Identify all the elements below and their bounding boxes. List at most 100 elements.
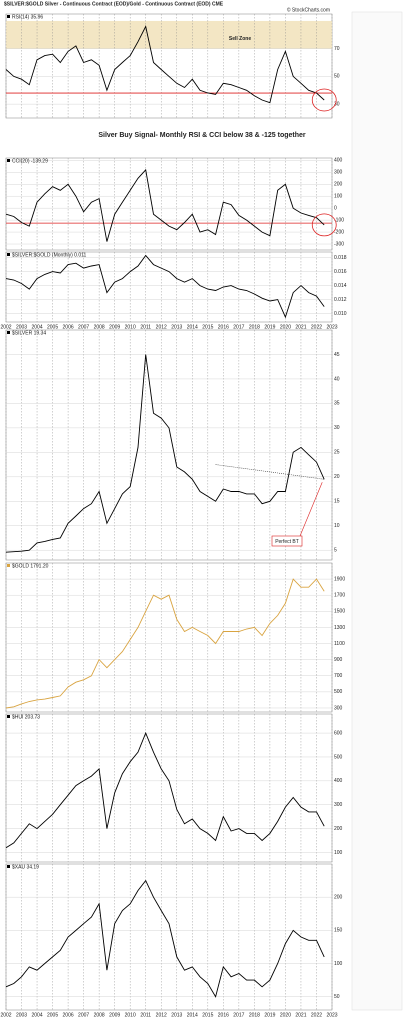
y-tick-label: 0 bbox=[334, 206, 337, 212]
y-tick-label: 900 bbox=[334, 657, 343, 663]
signal-text: Silver Buy Signal- Monthly RSI & CCI bel… bbox=[98, 132, 306, 139]
x-tick-label: 2003 bbox=[16, 324, 27, 330]
title-swatch bbox=[7, 15, 10, 18]
y-tick-label: 0.016 bbox=[334, 269, 347, 275]
y-tick-label: 200 bbox=[334, 895, 343, 901]
x-tick-label: 2006 bbox=[63, 324, 74, 330]
x-tick-label: 2012 bbox=[156, 324, 167, 330]
x-tick-label: 2010 bbox=[125, 1012, 136, 1018]
y-tick-label: 15 bbox=[334, 499, 340, 505]
x-tick-label: 2022 bbox=[311, 1012, 322, 1018]
y-tick-label: 5 bbox=[334, 548, 337, 554]
y-tick-label: 40 bbox=[334, 376, 340, 382]
trendline bbox=[215, 464, 325, 480]
y-tick-label: 45 bbox=[334, 352, 340, 358]
x-tick-label: 2016 bbox=[218, 1012, 229, 1018]
title-swatch bbox=[7, 715, 10, 718]
y-tick-label: 30 bbox=[334, 101, 340, 107]
panel-title: $SILVER:$GOLD (Monthly) 0.011 bbox=[12, 252, 87, 258]
panel-title: CCI(20) -139.29 bbox=[12, 158, 48, 164]
panel-title: $SILVER 19.34 bbox=[12, 330, 46, 336]
title-swatch bbox=[7, 159, 10, 162]
x-tick-label: 2009 bbox=[109, 1012, 120, 1018]
y-tick-label: 300 bbox=[334, 705, 343, 711]
y-tick-label: 700 bbox=[334, 673, 343, 679]
y-tick-label: 150 bbox=[334, 928, 343, 934]
y-tick-label: 200 bbox=[334, 182, 343, 188]
panel-frame bbox=[5, 329, 333, 561]
x-tick-label: 2018 bbox=[249, 1012, 260, 1018]
x-tick-label: 2004 bbox=[31, 324, 42, 330]
panel-title: $GOLD 1791.20 bbox=[12, 563, 49, 569]
series-line bbox=[5, 578, 325, 709]
y-tick-label: 0.010 bbox=[334, 311, 347, 317]
y-tick-label: -100 bbox=[334, 217, 344, 223]
y-tick-label: 30 bbox=[334, 425, 340, 431]
x-tick-label: 2017 bbox=[233, 324, 244, 330]
x-tick-label: 2022 bbox=[311, 324, 322, 330]
x-tick-label: 2013 bbox=[171, 1012, 182, 1018]
series-line bbox=[5, 25, 325, 104]
panel-frame bbox=[5, 157, 333, 251]
title-swatch bbox=[7, 253, 10, 256]
x-tick-label: 2005 bbox=[47, 324, 58, 330]
x-tick-label: 2005 bbox=[47, 1012, 58, 1018]
y-tick-label: 1700 bbox=[334, 593, 345, 599]
x-tick-label: 2014 bbox=[187, 324, 198, 330]
panel-title: $HUI 203.73 bbox=[12, 714, 40, 720]
x-tick-label: 2007 bbox=[78, 324, 89, 330]
x-tick-label: 2011 bbox=[140, 324, 151, 330]
mini-area bbox=[351, 11, 403, 1011]
x-tick-label: 2008 bbox=[94, 324, 105, 330]
series-line bbox=[5, 879, 325, 998]
series-line bbox=[5, 254, 325, 319]
y-tick-label: 1500 bbox=[334, 609, 345, 615]
y-tick-label: 400 bbox=[334, 778, 343, 784]
series-line bbox=[5, 731, 325, 849]
x-tick-label: 2019 bbox=[264, 324, 275, 330]
panel-frame bbox=[5, 251, 333, 323]
y-tick-label: 200 bbox=[334, 826, 343, 832]
y-tick-label: 10 bbox=[334, 523, 340, 529]
panel-frame bbox=[5, 713, 333, 863]
annotation: Perfect BT bbox=[275, 539, 299, 545]
x-tick-label: 2013 bbox=[171, 324, 182, 330]
y-tick-label: 400 bbox=[334, 158, 343, 164]
y-tick-label: 50 bbox=[334, 994, 340, 1000]
panel-title: $XAU 34.19 bbox=[12, 864, 39, 870]
x-tick-label: 2004 bbox=[31, 1012, 42, 1018]
x-tick-label: 2006 bbox=[63, 1012, 74, 1018]
x-tick-label: 2014 bbox=[187, 1012, 198, 1018]
x-tick-label: 2015 bbox=[202, 324, 213, 330]
y-tick-label: 600 bbox=[334, 730, 343, 736]
y-tick-label: 100 bbox=[334, 194, 343, 200]
y-tick-label: 0.012 bbox=[334, 297, 347, 303]
x-tick-label: 2011 bbox=[140, 1012, 151, 1018]
x-tick-label: 2023 bbox=[326, 324, 337, 330]
y-tick-label: 1300 bbox=[334, 625, 345, 631]
x-tick-label: 2012 bbox=[156, 1012, 167, 1018]
y-tick-label: 0.018 bbox=[334, 255, 347, 261]
x-tick-label: 2021 bbox=[295, 1012, 306, 1018]
y-tick-label: -300 bbox=[334, 241, 344, 247]
y-tick-label: 500 bbox=[334, 754, 343, 760]
x-tick-label: 2003 bbox=[16, 1012, 27, 1018]
sell-zone bbox=[6, 20, 332, 49]
annotation-arrow bbox=[299, 482, 323, 537]
x-tick-label: 2002 bbox=[0, 1012, 11, 1018]
title-swatch bbox=[7, 564, 10, 567]
series-line bbox=[5, 168, 325, 242]
x-tick-label: 2010 bbox=[125, 324, 136, 330]
x-tick-label: 2020 bbox=[280, 1012, 291, 1018]
signal-circle bbox=[311, 213, 337, 237]
source: © StockCharts.com bbox=[287, 6, 330, 13]
y-tick-label: -200 bbox=[334, 229, 344, 235]
x-tick-label: 2017 bbox=[233, 1012, 244, 1018]
title-swatch bbox=[7, 865, 10, 868]
y-tick-label: 300 bbox=[334, 802, 343, 808]
y-tick-label: 1900 bbox=[334, 576, 345, 582]
x-tick-label: 2016 bbox=[218, 324, 229, 330]
x-tick-label: 2007 bbox=[78, 1012, 89, 1018]
y-tick-label: 1100 bbox=[334, 641, 345, 647]
